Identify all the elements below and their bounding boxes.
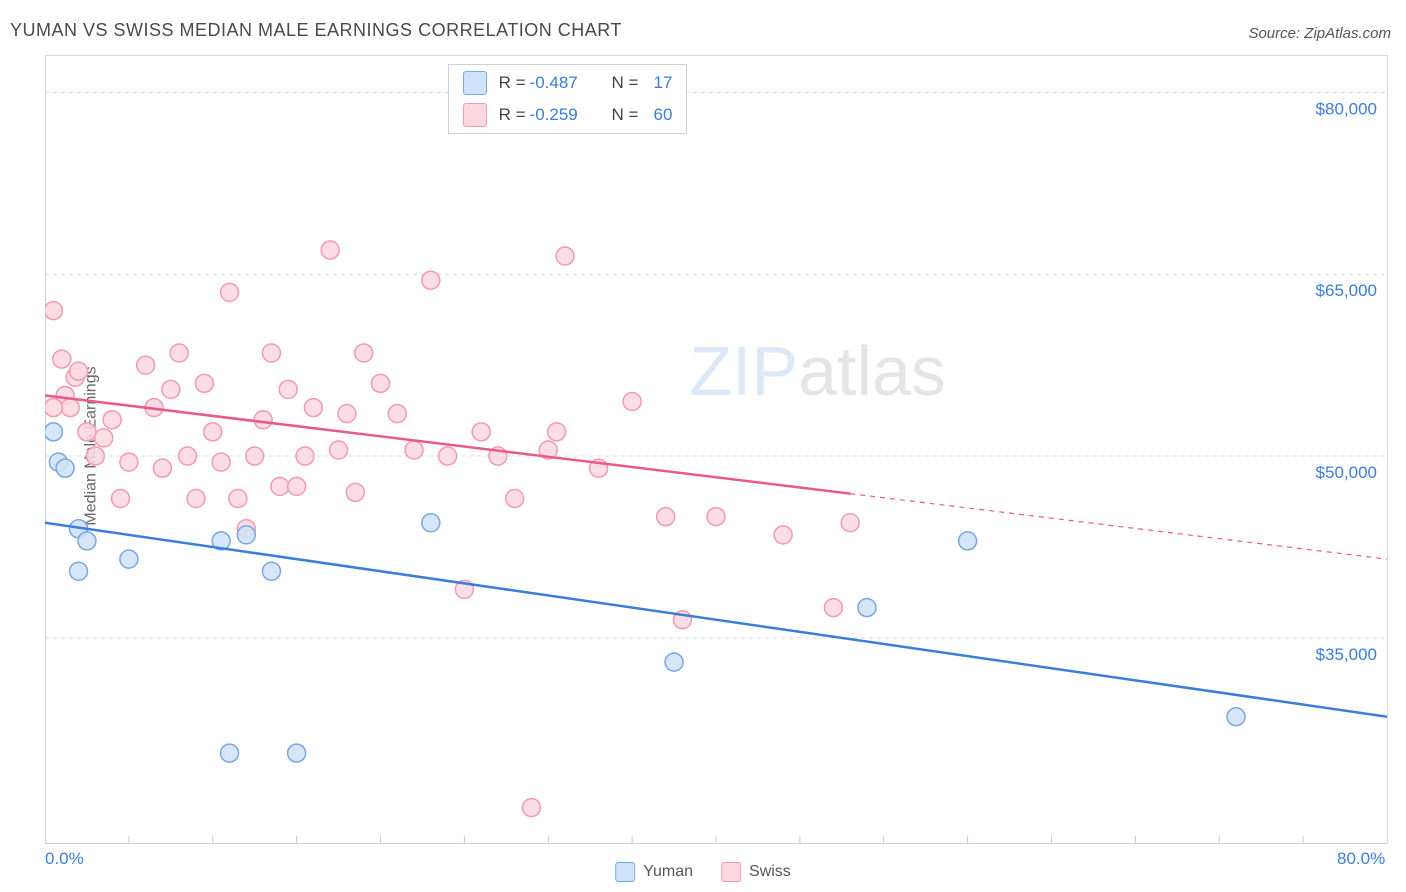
data-point-swiss — [111, 489, 129, 507]
x-tick-label: 0.0% — [45, 849, 84, 869]
data-point-swiss — [288, 477, 306, 495]
data-point-swiss — [304, 399, 322, 417]
y-tick-label: $50,000 — [1316, 463, 1377, 482]
watermark: ZIPatlas — [689, 332, 946, 410]
data-point-swiss — [153, 459, 171, 477]
data-point-swiss — [388, 405, 406, 423]
legend-swatch-icon — [615, 862, 635, 882]
n-value: 60 — [642, 105, 672, 125]
chart-container: YUMAN VS SWISS MEDIAN MALE EARNINGS CORR… — [0, 0, 1406, 892]
n-value: 17 — [642, 73, 672, 93]
data-point-swiss — [472, 423, 490, 441]
data-point-swiss — [221, 283, 239, 301]
r-label: R = — [499, 105, 526, 125]
r-value: -0.259 — [530, 105, 602, 125]
data-point-swiss — [657, 508, 675, 526]
data-point-swiss — [229, 489, 247, 507]
data-point-yuman — [665, 653, 683, 671]
n-label: N = — [612, 105, 639, 125]
data-point-yuman — [288, 744, 306, 762]
series-legend: Yuman Swiss — [615, 862, 791, 882]
legend-swatch-icon — [721, 862, 741, 882]
data-point-yuman — [262, 562, 280, 580]
data-point-swiss — [212, 453, 230, 471]
data-point-yuman — [56, 459, 74, 477]
data-point-swiss — [262, 344, 280, 362]
data-point-yuman — [858, 599, 876, 617]
data-point-swiss — [824, 599, 842, 617]
data-point-swiss — [86, 447, 104, 465]
data-point-swiss — [338, 405, 356, 423]
data-point-swiss — [422, 271, 440, 289]
chart-title: YUMAN VS SWISS MEDIAN MALE EARNINGS CORR… — [10, 20, 622, 41]
data-point-swiss — [179, 447, 197, 465]
r-value: -0.487 — [530, 73, 602, 93]
correlation-row: R =-0.259 N =60 — [449, 99, 687, 131]
data-point-swiss — [556, 247, 574, 265]
r-label: R = — [499, 73, 526, 93]
data-point-swiss — [53, 350, 71, 368]
data-point-yuman — [120, 550, 138, 568]
data-point-swiss — [45, 302, 62, 320]
data-point-swiss — [195, 374, 213, 392]
y-tick-label: $65,000 — [1316, 281, 1377, 300]
data-point-swiss — [61, 399, 79, 417]
trendline-swiss — [45, 395, 850, 493]
data-point-swiss — [506, 489, 524, 507]
correlation-row: R =-0.487 N =17 — [449, 67, 687, 99]
data-point-swiss — [137, 356, 155, 374]
data-point-yuman — [1227, 708, 1245, 726]
legend-label: Swiss — [749, 863, 791, 881]
scatter-plot: $35,000 $50,000 $65,000 $80,000 ZIPatlas R =-… — [45, 55, 1388, 844]
data-point-swiss — [355, 344, 373, 362]
data-point-swiss — [623, 393, 641, 411]
data-point-yuman — [221, 744, 239, 762]
legend-swatch-icon — [463, 71, 487, 95]
data-point-swiss — [841, 514, 859, 532]
data-point-swiss — [170, 344, 188, 362]
y-tick-label: $35,000 — [1316, 645, 1377, 664]
data-point-swiss — [774, 526, 792, 544]
data-point-yuman — [237, 526, 255, 544]
data-point-swiss — [522, 799, 540, 817]
trendline-swiss-extrap — [850, 494, 1387, 559]
legend-item: Yuman — [615, 862, 693, 882]
data-point-swiss — [405, 441, 423, 459]
legend-item: Swiss — [721, 862, 791, 882]
data-point-swiss — [187, 489, 205, 507]
y-tick-label: $80,000 — [1316, 99, 1377, 118]
data-point-swiss — [321, 241, 339, 259]
data-point-swiss — [95, 429, 113, 447]
data-point-swiss — [78, 423, 96, 441]
data-point-swiss — [45, 399, 62, 417]
data-point-yuman — [78, 532, 96, 550]
trendline-yuman — [45, 523, 1387, 717]
data-point-yuman — [70, 562, 88, 580]
data-point-swiss — [70, 362, 88, 380]
data-point-yuman — [422, 514, 440, 532]
data-point-swiss — [330, 441, 348, 459]
data-point-yuman — [45, 423, 62, 441]
data-point-swiss — [246, 447, 264, 465]
source-credit: Source: ZipAtlas.com — [1248, 25, 1391, 42]
data-point-yuman — [959, 532, 977, 550]
legend-label: Yuman — [643, 863, 693, 881]
data-point-swiss — [548, 423, 566, 441]
data-point-swiss — [296, 447, 314, 465]
data-point-swiss — [372, 374, 390, 392]
data-point-swiss — [439, 447, 457, 465]
data-point-swiss — [346, 483, 364, 501]
data-point-swiss — [162, 380, 180, 398]
data-point-swiss — [103, 411, 121, 429]
data-point-swiss — [120, 453, 138, 471]
n-label: N = — [612, 73, 639, 93]
correlation-box: R =-0.487 N =17 R =-0.259 N =60 — [448, 64, 778, 144]
data-point-swiss — [279, 380, 297, 398]
legend-swatch-icon — [463, 103, 487, 127]
data-point-swiss — [254, 411, 272, 429]
data-point-swiss — [271, 477, 289, 495]
data-point-swiss — [204, 423, 222, 441]
data-point-swiss — [707, 508, 725, 526]
x-tick-label: 80.0% — [1337, 849, 1385, 869]
